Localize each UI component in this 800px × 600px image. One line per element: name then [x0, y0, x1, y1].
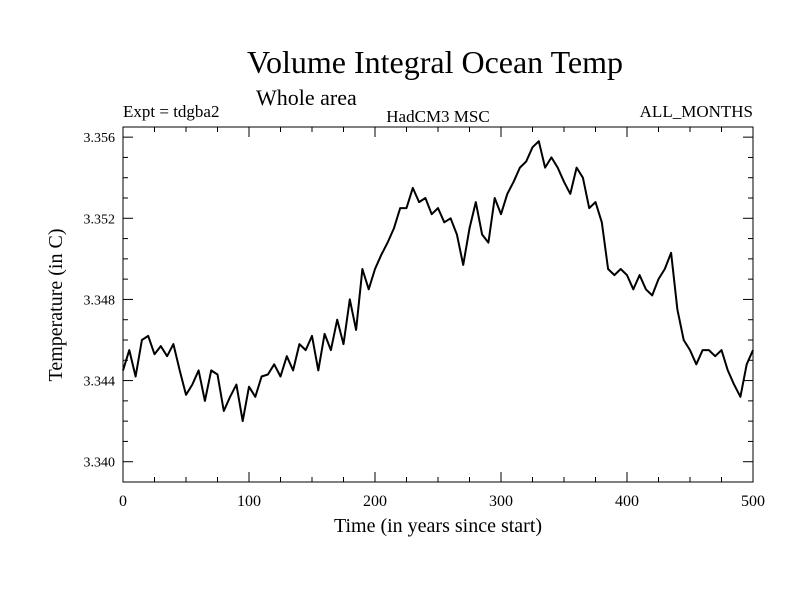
y-axis-label: Temperature (in C): [45, 229, 67, 382]
y-tick-label: 3.356: [84, 131, 116, 146]
annotation-center: HadCM3 MSC: [386, 107, 489, 126]
y-tick-label: 3.344: [84, 375, 116, 390]
chart-subtitle: Whole area: [256, 85, 357, 110]
x-tick-label: 100: [237, 493, 261, 510]
x-tick-label: 300: [489, 493, 513, 510]
annotation-right: ALL_MONTHS: [640, 102, 753, 121]
x-axis-label: Time (in years since start): [334, 515, 542, 537]
x-tick-label: 500: [741, 493, 765, 510]
annotation-left: Expt = tdgba2: [123, 102, 219, 121]
x-axis-ticks: [122, 127, 754, 482]
x-axis-tick-labels: 0 100 200 300 400 500: [119, 493, 765, 510]
x-tick-label: 400: [615, 493, 639, 510]
y-tick-label: 3.348: [84, 293, 116, 308]
chart-title: Volume Integral Ocean Temp: [247, 44, 623, 80]
y-axis-tick-labels: 3.340 3.344 3.348 3.352 3.356: [84, 131, 116, 471]
series-line: [122, 140, 754, 423]
x-tick-label: 0: [119, 493, 127, 510]
y-tick-label: 3.352: [84, 212, 116, 227]
y-tick-label: 3.340: [84, 456, 116, 471]
plot-frame: [122, 126, 754, 483]
x-tick-label: 200: [363, 493, 387, 510]
y-axis-ticks: [123, 136, 753, 483]
